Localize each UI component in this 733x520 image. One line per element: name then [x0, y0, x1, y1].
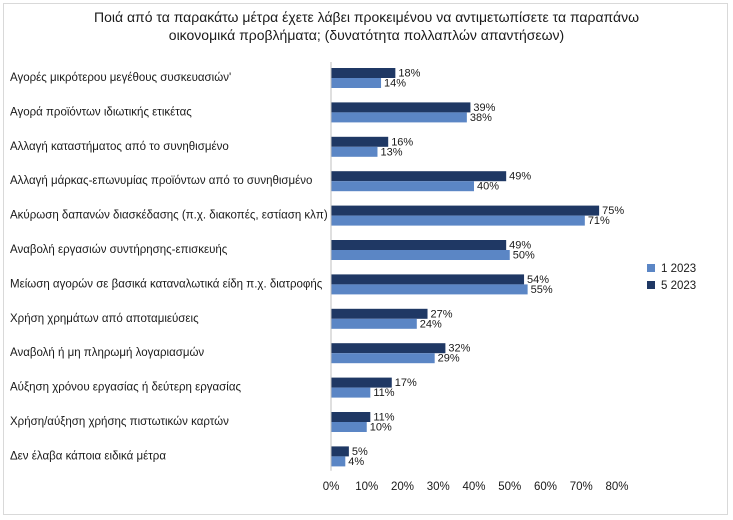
- bar: [331, 387, 371, 398]
- bar: [331, 112, 467, 123]
- bar: [331, 215, 585, 226]
- value-label: 24%: [420, 318, 442, 330]
- bar: [331, 412, 371, 422]
- category-label: Χρήση/αύξηση χρήσης πιστωτικών καρτών: [10, 416, 229, 428]
- category-label: Μείωση αγορών σε βασικά καταναλωτικά είδ…: [10, 278, 323, 290]
- bar: [331, 146, 378, 157]
- value-label: 75%: [602, 205, 624, 217]
- value-label: 71%: [588, 215, 610, 227]
- value-label: 5%: [352, 446, 368, 458]
- x-tick-label: 70%: [570, 481, 593, 493]
- x-axis: 0% 10% 20% 30% 40% 50% 60% 70% 80%: [323, 62, 629, 493]
- bar: [331, 343, 446, 354]
- category-label: Δεν έλαβα κάποια ειδικά μέτρα: [10, 450, 166, 462]
- bar: [331, 68, 396, 78]
- bar: [331, 240, 507, 250]
- chart-frame: [3, 3, 728, 515]
- category-label: Αλλαγή καταστήματος από το συνηθισμένο: [10, 141, 229, 153]
- legend: 1 2023 5 2023: [647, 263, 696, 292]
- legend-label: 5 2023: [661, 280, 696, 292]
- category-label: Αναβολή ή μη πληρωμή λογαριασμών: [10, 347, 204, 359]
- chart-title-line-2: οικονομικά προβλήματα; (δυνατότητα πολλα…: [168, 27, 565, 43]
- legend-swatch: [647, 264, 655, 272]
- bar: [331, 274, 525, 285]
- value-label: 54%: [527, 274, 549, 286]
- bar: [331, 102, 471, 113]
- value-label: 13%: [380, 146, 402, 158]
- category-label: Αναβολή εργασιών συντήρησης-επισκευής: [10, 244, 228, 256]
- value-label: 10%: [370, 422, 392, 434]
- bar: [331, 318, 417, 329]
- value-label: 17%: [395, 377, 417, 389]
- x-tick-label: 10%: [355, 481, 378, 493]
- value-label: 32%: [448, 343, 470, 355]
- value-label: 49%: [509, 240, 531, 252]
- value-label: 29%: [438, 353, 460, 365]
- x-tick-label: 40%: [462, 481, 485, 493]
- x-tick-label: 20%: [391, 481, 414, 493]
- legend-label: 1 2023: [661, 263, 696, 275]
- chart-title-line-1: Ποιά από τα παρακάτω μέτρα έχετε λάβει π…: [93, 9, 640, 25]
- value-label: 11%: [373, 412, 394, 424]
- bar: [331, 308, 428, 319]
- value-label: 49%: [509, 171, 531, 183]
- bar: [331, 456, 346, 467]
- value-label: 50%: [513, 250, 535, 262]
- category-label: Αλλαγή μάρκας-επωνυμίας προϊόντων από το…: [10, 175, 312, 187]
- bar: [331, 422, 367, 432]
- bar: [331, 181, 474, 192]
- value-label: 38%: [470, 112, 492, 124]
- bar: [331, 205, 600, 216]
- bar: [331, 284, 528, 295]
- category-label: Χρήση χρημάτων από αποταμιεύσεις: [10, 313, 199, 325]
- bars: [331, 68, 600, 467]
- x-tick-label: 50%: [498, 481, 521, 493]
- bar: [331, 446, 349, 457]
- x-tick-label: 60%: [534, 481, 557, 493]
- category-label: Ακύρωση δαπανών διασκέδασης (π.χ. διακοπ…: [10, 210, 328, 222]
- category-label: Αύξηση χρόνου εργασίας ή δεύτερη εργασία…: [10, 382, 241, 394]
- bar: [331, 136, 389, 147]
- value-label: 4%: [348, 456, 364, 468]
- value-label: 16%: [391, 136, 413, 148]
- bar: [331, 250, 510, 260]
- category-label: Αγορές μικρότερου μεγέθους συσκευασιών': [10, 72, 231, 84]
- bar: [331, 353, 435, 364]
- x-tick-label: 30%: [427, 481, 450, 493]
- bar: [331, 78, 382, 88]
- value-label: 55%: [531, 284, 553, 296]
- legend-swatch: [647, 281, 655, 289]
- value-label: 40%: [477, 181, 499, 193]
- bar: [331, 171, 507, 182]
- value-label: 39%: [473, 102, 495, 114]
- bar: [331, 377, 392, 388]
- chart-title: Ποιά από τα παρακάτω μέτρα έχετε λάβει π…: [0, 8, 733, 44]
- value-label: 27%: [431, 308, 453, 320]
- x-tick-label: 0%: [323, 481, 340, 493]
- value-label: 14%: [384, 78, 406, 90]
- x-tick-label: 80%: [605, 481, 628, 493]
- value-label: 18%: [398, 68, 420, 80]
- value-label: 11%: [373, 387, 394, 399]
- category-label: Αγορά προϊόντων ιδιωτικής ετικέτας: [10, 106, 192, 118]
- category-labels: Αγορές μικρότερου μεγέθους συσκευασιών' Α…: [10, 72, 328, 462]
- value-labels: 18%14%39%38%16%13%49%40%75%71%49%50%54%5…: [348, 68, 624, 468]
